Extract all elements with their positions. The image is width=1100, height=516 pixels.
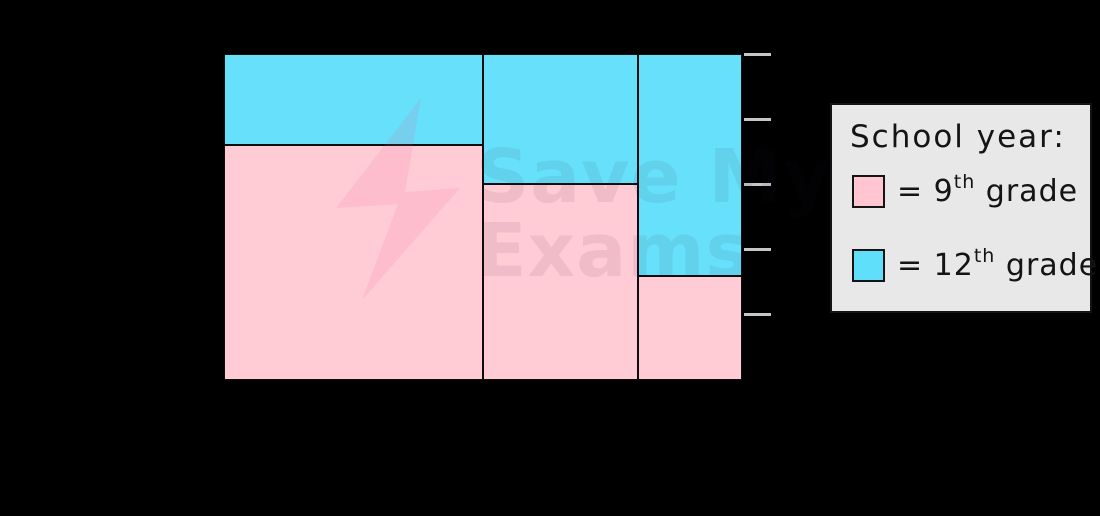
mosaic-cell-col2-9th-grade [483, 184, 639, 380]
legend-item-9th-grade: = 9th grade [852, 171, 1079, 209]
mosaic-column-2 [483, 54, 639, 380]
y-axis-tick [744, 117, 771, 121]
mosaic-cell-col1-9th-grade [224, 145, 483, 380]
legend-title: School year: [850, 119, 1066, 155]
mosaic-cell-col1-12th-grade [224, 54, 483, 145]
mosaic-column-1 [224, 54, 483, 380]
legend: School year: = 9th grade = 12th grade [830, 103, 1097, 313]
mosaic-cell-col2-12th-grade [483, 54, 639, 184]
mosaic-cell-col3-9th-grade [638, 276, 742, 380]
legend-label: = 9th grade [897, 171, 1079, 209]
legend-item-12th-grade: = 12th grade [852, 245, 1099, 283]
legend-swatch-12th-grade [852, 248, 885, 282]
y-axis-tick [744, 313, 771, 317]
legend-swatch-9th-grade [852, 174, 885, 208]
mosaic-cell-col3-12th-grade [638, 54, 742, 276]
y-axis-tick [744, 182, 771, 186]
mosaic-chart [224, 54, 742, 380]
y-axis-tick [744, 248, 771, 252]
legend-label: = 12th grade [897, 245, 1099, 283]
y-axis-tick [744, 52, 771, 56]
mosaic-column-3 [638, 54, 742, 380]
